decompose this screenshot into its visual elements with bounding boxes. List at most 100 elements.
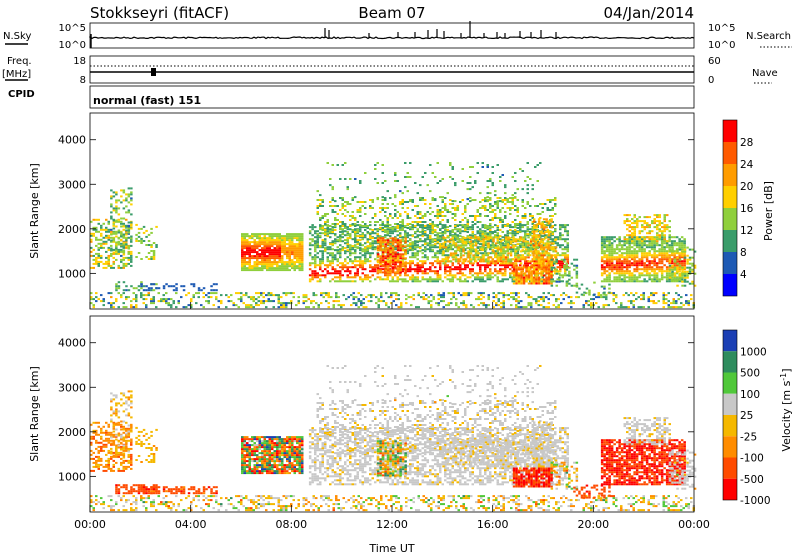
freq-left-bottom: 8	[80, 75, 86, 86]
power-cell	[399, 265, 402, 268]
power-cell	[376, 266, 379, 269]
power-cell	[130, 191, 133, 194]
power-cell	[545, 250, 548, 253]
power-cell	[100, 256, 103, 259]
power-cell	[386, 230, 389, 233]
power-cell	[530, 304, 533, 307]
power-cell	[608, 291, 611, 294]
power-cell	[409, 223, 412, 225]
power-cell	[486, 199, 489, 201]
power-cell	[429, 223, 432, 225]
power-cell	[542, 262, 545, 265]
power-cell	[110, 244, 113, 247]
power-cell	[477, 258, 480, 261]
power-cell	[466, 226, 469, 229]
power-cell	[547, 298, 550, 301]
power-cell	[374, 246, 377, 249]
power-cell	[349, 219, 352, 221]
power-cell	[90, 292, 93, 295]
power-cell	[110, 292, 113, 295]
power-cell	[95, 300, 98, 303]
power-cell	[409, 278, 412, 281]
power-cell	[439, 223, 442, 225]
power-cell	[308, 242, 312, 245]
noise-panel	[89, 22, 695, 49]
power-cell	[501, 219, 504, 221]
power-cell	[600, 296, 603, 299]
power-cell	[384, 225, 387, 227]
power-cell	[547, 306, 550, 309]
power-cell	[361, 248, 364, 251]
power-cell	[281, 235, 284, 238]
power-cell	[437, 304, 440, 307]
power-cell	[297, 302, 300, 305]
power-cell	[446, 250, 449, 253]
power-cell	[481, 166, 484, 168]
power-cell	[261, 263, 264, 266]
power-cell	[396, 265, 400, 268]
power-cell	[157, 287, 161, 290]
power-cell	[97, 260, 100, 263]
power-cell	[389, 280, 392, 283]
power-cell	[426, 244, 429, 247]
power-cell	[336, 239, 339, 242]
power-cell	[296, 261, 299, 264]
power-cell	[411, 235, 414, 238]
power-cell	[424, 232, 427, 235]
power-cell	[491, 249, 494, 252]
power-cell	[464, 264, 467, 267]
power-cell	[580, 283, 584, 286]
power-cell	[319, 236, 322, 239]
power-cell	[401, 270, 404, 273]
power-cell	[605, 294, 608, 297]
power-cell	[346, 268, 349, 271]
power-cell	[455, 302, 458, 305]
power-cell	[95, 244, 98, 247]
power-cell	[449, 274, 452, 277]
power-cell	[319, 199, 322, 201]
power-cell	[536, 247, 539, 250]
power-cell	[476, 209, 479, 211]
power-cell	[152, 302, 155, 305]
power-cell	[507, 260, 510, 263]
power-cell	[462, 250, 465, 253]
power-cell	[436, 280, 439, 283]
power-cell	[547, 256, 551, 259]
power-cell	[439, 239, 442, 242]
power-cell	[386, 278, 389, 281]
power-cell	[298, 247, 301, 250]
power-cell	[305, 296, 308, 299]
power-cell	[459, 224, 462, 227]
power-cell	[243, 237, 246, 240]
power-cell	[288, 251, 291, 254]
power-cell	[115, 191, 118, 194]
power-cell	[399, 245, 402, 248]
power-cell	[605, 258, 609, 261]
power-cell	[359, 209, 362, 211]
power-cell	[142, 285, 146, 288]
power-cell	[439, 276, 442, 279]
power-cell	[484, 260, 488, 263]
power-cell	[326, 232, 329, 235]
power-cell	[504, 242, 508, 245]
power-cell	[331, 231, 334, 233]
power-cell	[394, 226, 397, 229]
power-cell	[100, 294, 103, 297]
power-cell	[371, 237, 374, 240]
power-cell	[545, 282, 548, 285]
power-cell	[461, 241, 464, 244]
power-cell	[451, 276, 454, 279]
power-cell	[237, 306, 240, 309]
power-cell	[384, 269, 387, 272]
power-cell	[540, 254, 543, 257]
power-cell	[461, 213, 464, 215]
power-cell	[406, 236, 409, 239]
power-cell	[366, 252, 369, 255]
power-cell	[484, 258, 488, 261]
power-cell	[507, 246, 510, 249]
power-cell	[494, 252, 498, 255]
power-cell	[122, 266, 125, 269]
power-cell	[519, 256, 522, 259]
power-cell	[529, 242, 533, 245]
power-cell	[426, 278, 429, 281]
